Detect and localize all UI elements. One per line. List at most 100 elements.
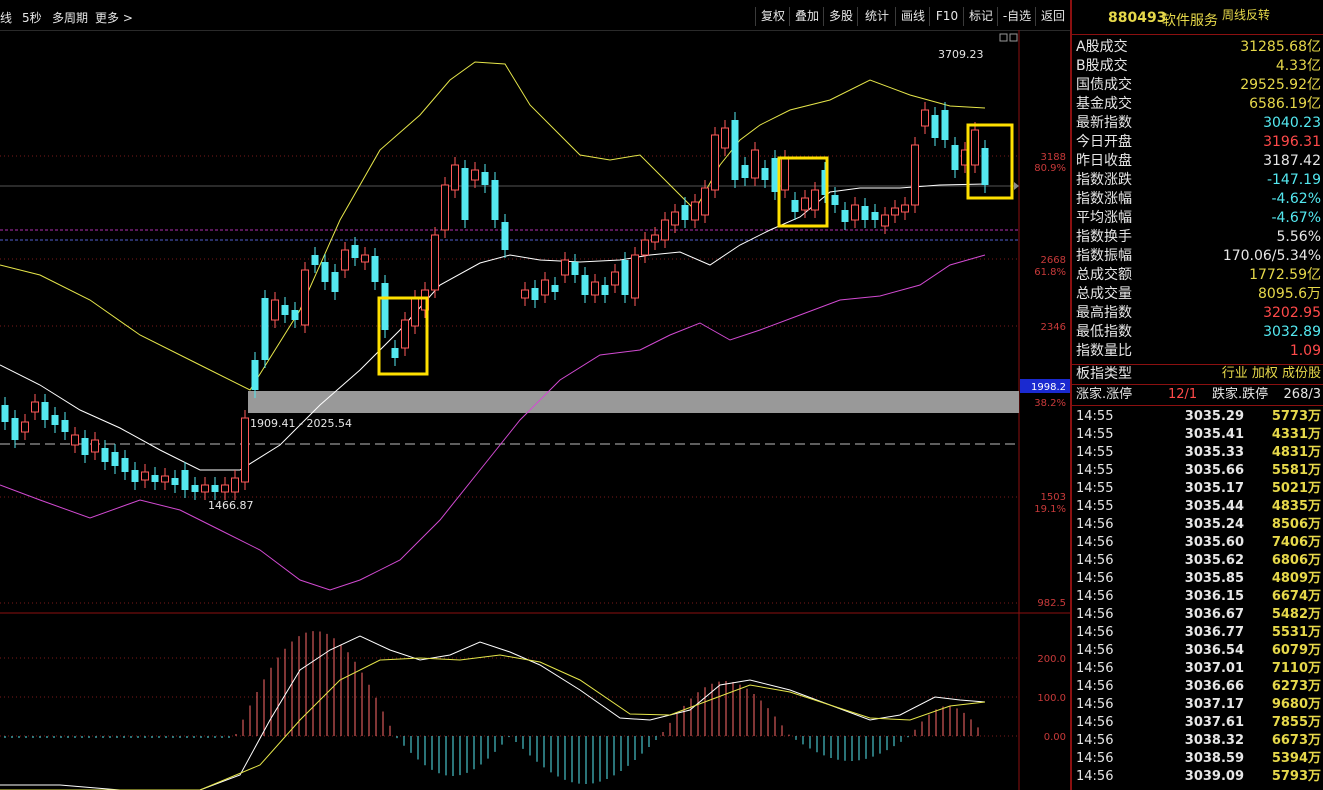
- candle-body: [501, 222, 509, 250]
- period-tab-line[interactable]: 线: [0, 11, 13, 25]
- support-zone-band: [248, 391, 1019, 413]
- tick-price: 3036.77: [1184, 625, 1244, 640]
- tick-price: 3036.66: [1184, 679, 1244, 694]
- tick-volume: 7110万: [1271, 661, 1321, 676]
- tick-price: 3035.41: [1184, 427, 1244, 442]
- chart-maximize-icon[interactable]: [1009, 33, 1018, 42]
- tick-volume: 5482万: [1271, 607, 1321, 622]
- candle-body: [481, 172, 489, 185]
- highlight-box-3: [966, 123, 1014, 200]
- candle-body: [711, 134, 719, 191]
- stat-label: 今日开盘: [1076, 134, 1132, 150]
- quote-panel: 880493 软件服务 周线反转 A股成交 31285.68亿 B股成交 4.33亿国…: [1070, 0, 1323, 790]
- macd-axis-0: 0.00: [1044, 732, 1066, 743]
- fuquan-button[interactable]: 复权: [755, 7, 790, 26]
- candle-body: [941, 110, 949, 140]
- candle-body: [571, 262, 579, 275]
- statistics-button[interactable]: 统计: [857, 7, 896, 26]
- candle-body: [261, 298, 269, 360]
- tick-price: 3037.61: [1184, 715, 1244, 730]
- tick-volume: 9680万: [1271, 697, 1321, 712]
- tick-price: 3035.24: [1184, 517, 1244, 532]
- tick-time: 14:56: [1076, 625, 1114, 640]
- candle-body: [271, 299, 279, 321]
- tick-volume: 4809万: [1271, 571, 1321, 586]
- macd-axis-200: 200.0: [1037, 654, 1066, 665]
- candle-body: [921, 109, 929, 127]
- candle-body: [981, 148, 989, 185]
- tick-time: 14:56: [1076, 751, 1114, 766]
- candle-body: [281, 305, 289, 315]
- tick-price: 3038.59: [1184, 751, 1244, 766]
- limit-up-label: 涨家.涨停: [1076, 387, 1133, 402]
- candle-body: [881, 214, 889, 227]
- candle-body: [541, 279, 549, 296]
- axis-label-61.8pct: 61.8%: [1034, 267, 1066, 278]
- boll-lower-line: [0, 254, 986, 591]
- candle-body: [491, 180, 499, 220]
- period-tab-multi[interactable]: 多周期: [52, 11, 89, 25]
- candle-body: [291, 310, 299, 320]
- candle-body: [221, 484, 229, 493]
- candle-body: [871, 212, 879, 220]
- candle-body: [681, 205, 689, 220]
- stat-row: 基金成交 6586.19亿: [1072, 95, 1323, 113]
- candle-body: [71, 434, 79, 446]
- axis-label-1503: 1503: [1041, 492, 1066, 503]
- highlight-box-2: [777, 156, 829, 228]
- tick-time: 14:56: [1076, 535, 1114, 550]
- candle-body: [411, 297, 419, 327]
- stat-row: 最高指数 3202.95: [1072, 304, 1323, 322]
- board-type-label: 板指类型: [1076, 366, 1132, 382]
- tick-volume: 5394万: [1271, 751, 1321, 766]
- draw-line-button[interactable]: 画线: [895, 7, 930, 26]
- candle-body: [971, 129, 979, 166]
- kline-chart[interactable]: 1909.41 - 2025.54 3709.23 1466.87 3188 8…: [0, 30, 1070, 790]
- candle-body: [91, 439, 99, 453]
- tick-volume: 5531万: [1271, 625, 1321, 640]
- tick-time: 14:56: [1076, 715, 1114, 730]
- limit-down-label: 跌家.跌停: [1212, 387, 1269, 402]
- period-tab-5s[interactable]: 5秒: [22, 11, 42, 25]
- macd-histogram: [4, 631, 979, 784]
- candle-body: [381, 283, 389, 330]
- f10-button[interactable]: F10: [929, 7, 964, 26]
- candle-body: [331, 272, 339, 292]
- current-price-pointer-icon: [1014, 182, 1019, 190]
- mark-button[interactable]: 标记: [963, 7, 998, 26]
- tick-time: 14:55: [1076, 481, 1114, 496]
- candle-body: [601, 285, 609, 295]
- tick-row: 14:55 3035.33 4831万: [1072, 444, 1323, 462]
- multi-stock-button[interactable]: 多股: [823, 7, 858, 26]
- stat-value: 1772.59亿: [1249, 267, 1321, 283]
- back-button[interactable]: 返回: [1035, 7, 1070, 26]
- candle-body: [451, 164, 459, 191]
- chart-restore-icon[interactable]: [999, 33, 1008, 42]
- stat-value: -4.67%: [1271, 210, 1321, 226]
- tick-row: 14:55 3035.66 5581万: [1072, 462, 1323, 480]
- tick-price: 3035.66: [1184, 463, 1244, 478]
- tick-time: 14:56: [1076, 589, 1114, 604]
- tick-volume: 4831万: [1271, 445, 1321, 460]
- stat-value: -147.19: [1266, 172, 1321, 188]
- tick-price: 3037.01: [1184, 661, 1244, 676]
- stat-value: 4.33亿: [1275, 58, 1321, 74]
- candle-body: [841, 210, 849, 222]
- more-menu[interactable]: 更多 >: [95, 11, 133, 25]
- board-type-links[interactable]: 行业 加权 成份股: [1221, 366, 1321, 381]
- stat-value: 29525.92亿: [1240, 77, 1321, 93]
- watchlist-button[interactable]: -自选: [997, 7, 1036, 26]
- candle-body: [431, 234, 439, 291]
- tick-row: 14:56 3036.15 6674万: [1072, 588, 1323, 606]
- overlay-button[interactable]: 叠加: [789, 7, 824, 26]
- tick-volume: 6273万: [1271, 679, 1321, 694]
- tick-time: 14:56: [1076, 661, 1114, 676]
- stat-label: 平均涨幅: [1076, 210, 1132, 226]
- candle-body: [471, 169, 479, 181]
- high-price-label: 3709.23: [938, 48, 984, 61]
- stat-label: 指数涨幅: [1076, 191, 1132, 207]
- candle-body: [31, 401, 39, 413]
- candle-body: [441, 184, 449, 231]
- tick-row: 14:56 3037.61 7855万: [1072, 714, 1323, 732]
- axis-label-982.5: 982.5: [1037, 598, 1066, 609]
